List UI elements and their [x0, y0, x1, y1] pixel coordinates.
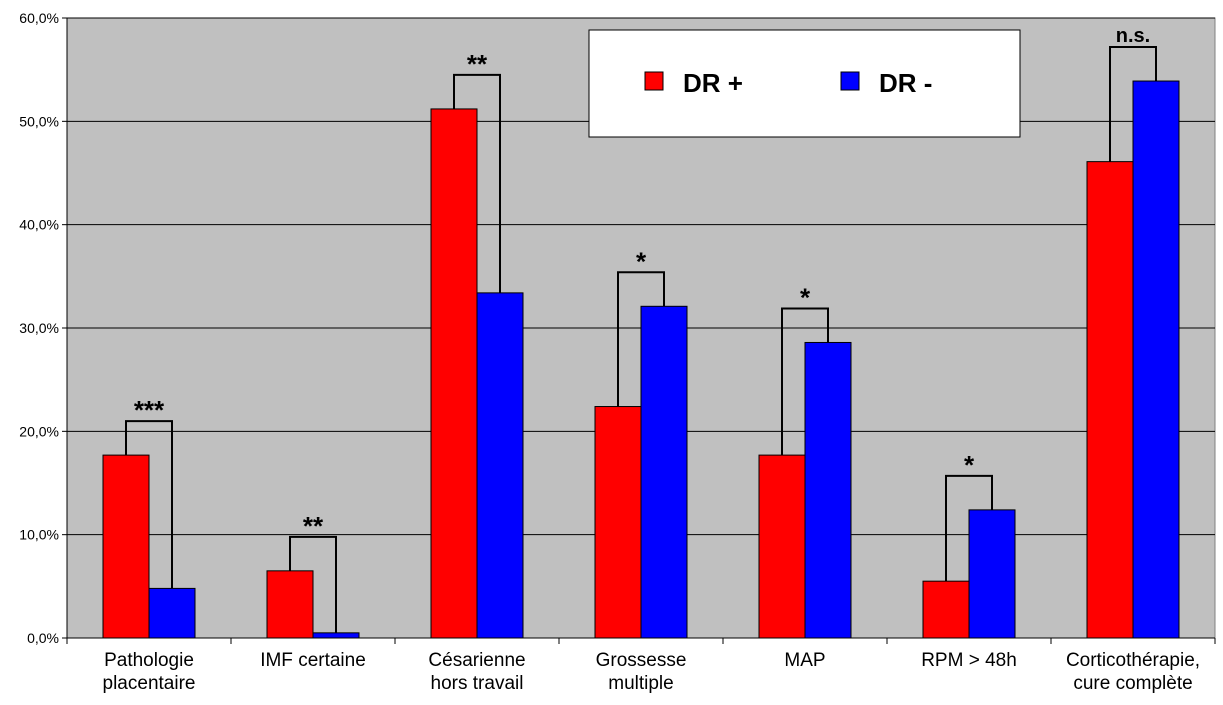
bar-dr-plus	[430, 108, 478, 639]
significance-bracket	[125, 420, 173, 589]
significance-bracket	[453, 73, 501, 293]
x-tick-label: placentaire	[103, 673, 196, 694]
significance-bracket	[781, 307, 829, 456]
significance-label: **	[467, 49, 488, 79]
significance-label: *	[636, 246, 647, 276]
significance-label: n.s.	[1116, 25, 1150, 47]
bar-dr-minus	[968, 509, 1016, 639]
y-tick-label: 20,0%	[19, 423, 59, 439]
bar-dr-minus	[148, 587, 196, 639]
x-tick-label: cure complète	[1073, 673, 1192, 694]
legend-label-dr-plus: DR +	[683, 68, 743, 98]
significance-bracket	[617, 271, 665, 407]
significance-label: ***	[134, 395, 165, 425]
bar-dr-minus	[476, 292, 524, 639]
bar-dr-plus	[594, 406, 642, 639]
significance-bracket	[945, 474, 993, 582]
y-tick-label: 30,0%	[19, 320, 59, 336]
x-tick-label: Grossesse	[596, 650, 687, 671]
legend: DR + DR -	[588, 29, 1021, 138]
significance-bracket	[1109, 46, 1157, 162]
bar-dr-plus	[758, 454, 806, 639]
legend-label-dr-minus: DR -	[879, 68, 932, 98]
y-tick-label: 0,0%	[27, 630, 59, 646]
significance-brackets: **********n.s.	[125, 25, 1157, 633]
significance-label: *	[964, 450, 975, 480]
significance-bracket	[289, 535, 337, 633]
bar-dr-plus	[266, 570, 314, 639]
x-tick-label: MAP	[784, 650, 825, 671]
y-axis: 0,0% 10,0% 20,0% 30,0% 40,0% 50,0% 60,0%	[19, 10, 68, 646]
x-tick-label: hors travail	[431, 673, 524, 694]
bar-dr-plus	[922, 580, 970, 639]
bar-dr-minus	[312, 632, 360, 639]
x-tick-label: Pathologie	[104, 650, 194, 671]
bar-dr-minus	[1132, 80, 1180, 639]
legend-swatch-dr-plus	[644, 71, 664, 91]
y-tick-label: 50,0%	[19, 113, 59, 129]
significance-label: *	[800, 282, 811, 312]
y-tick-label: 10,0%	[19, 527, 59, 543]
y-tick-label: 40,0%	[19, 217, 59, 233]
x-tick-label: IMF certaine	[260, 650, 366, 671]
x-tick-label: RPM > 48h	[921, 650, 1017, 671]
bar-dr-plus	[1086, 161, 1134, 639]
legend-swatch-dr-minus	[840, 71, 860, 91]
x-tick-label: multiple	[608, 673, 673, 694]
x-tick-label: Corticothérapie,	[1066, 650, 1200, 671]
bars	[102, 80, 1180, 639]
y-tick-label: 60,0%	[19, 10, 59, 26]
bar-dr-plus	[102, 454, 150, 639]
bar-dr-minus	[640, 305, 688, 639]
significance-label: **	[303, 511, 324, 541]
x-tick-label: Césarienne	[428, 650, 525, 671]
bar-dr-minus	[804, 341, 852, 639]
